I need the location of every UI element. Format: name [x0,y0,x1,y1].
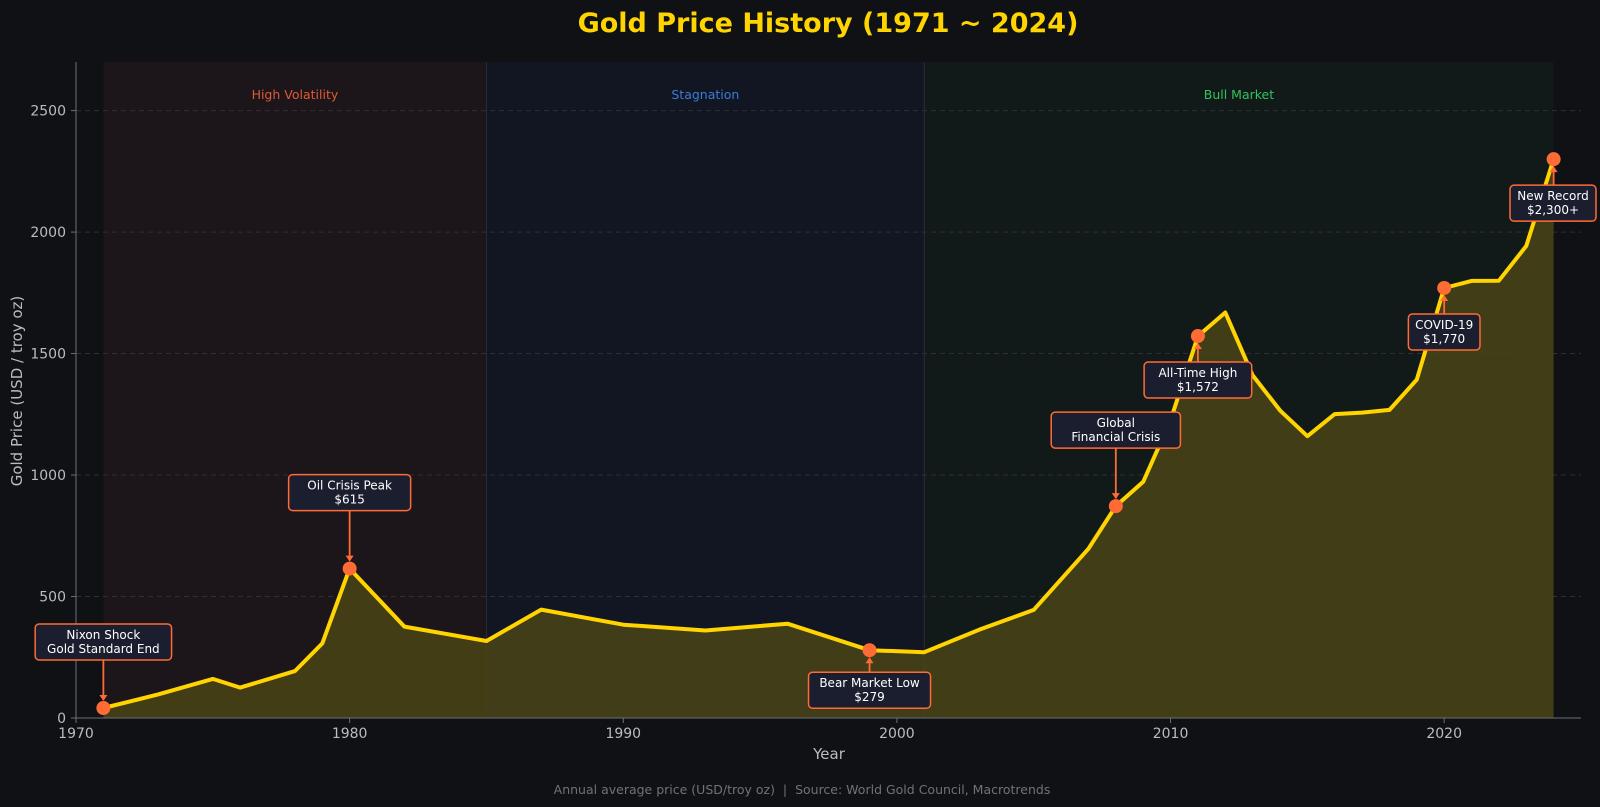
annotation-text: Financial Crisis [1071,430,1160,444]
x-tick-label: 2000 [879,726,915,742]
annotation-text: Global [1097,416,1135,430]
event-marker [1190,329,1205,344]
annotation-box [807,671,932,709]
area-layer [103,159,1554,718]
x-tick-label: 1970 [58,726,94,742]
x-tick-label: 1980 [332,726,368,742]
annotation-box [1143,361,1253,399]
annotation-box [34,623,173,661]
region-label: High Volatility [252,87,339,102]
annotation-box [1509,184,1597,222]
region-label: Bull Market [1204,87,1274,102]
x-tick-label: 2010 [1153,726,1189,742]
annotation-arrowhead [1549,166,1558,173]
y-tick-label: 2500 [30,104,66,120]
annotation-arrowhead [1111,493,1120,500]
y-tick-label: 0 [57,711,66,727]
event-marker [1437,280,1452,295]
x-tick-label: 1990 [605,726,641,742]
annotation-text: All-Time High [1158,366,1237,380]
annotation-text: Nixon Shock [66,628,140,642]
event-marker [1108,499,1123,514]
y-tick-label: 500 [39,590,66,606]
x-tick-label: 2020 [1426,726,1462,742]
event-marker [1546,152,1561,167]
y-axis-label: Gold Price (USD / troy oz) [8,296,26,487]
line-layer [101,157,1556,710]
chart-footnote: Annual average price (USD/troy oz) | Sou… [554,782,1051,797]
annotation-box [1407,313,1481,351]
annotation-arrowhead [345,555,354,562]
marker-layer [96,152,1561,716]
annotation-text: $615 [334,493,365,507]
x-axis-label: Year [812,745,846,763]
annotation-box [1050,411,1182,449]
region-label: Stagnation [671,87,739,102]
annotation-arrowhead [1440,294,1449,301]
event-marker [862,643,877,658]
annotation-arrowhead [865,657,874,664]
annotation-text: $1,770 [1423,332,1465,346]
annotation-text: Oil Crisis Peak [307,479,392,493]
y-tick-label: 1500 [30,347,66,363]
y-tick-label: 2000 [30,225,66,241]
annotation-text: Bear Market Low [819,676,920,690]
annotation-text: Gold Standard End [47,642,160,656]
annotation-text: $2,300+ [1527,203,1579,217]
annotation-arrowhead [1193,343,1202,350]
chart-title: Gold Price History (1971 ~ 2024) [578,8,1079,39]
price-area [103,159,1554,718]
annotation-text: COVID-19 [1415,318,1473,332]
y-tick-label: 1000 [30,468,66,484]
region-band [486,62,925,718]
annotation-text: $1,572 [1177,380,1219,394]
annotation-text: $279 [854,690,885,704]
axes-layer: 1970 1980 1990 2000 2010 2020 0 500 1000 1500 2000… [30,62,1581,742]
annotation-text: New Record [1517,189,1588,203]
price-line [101,157,1556,710]
annotation-box [287,473,412,512]
event-marker [96,701,111,716]
event-marker [342,561,357,576]
annotation-arrowhead [99,695,108,702]
region-band [103,62,487,718]
